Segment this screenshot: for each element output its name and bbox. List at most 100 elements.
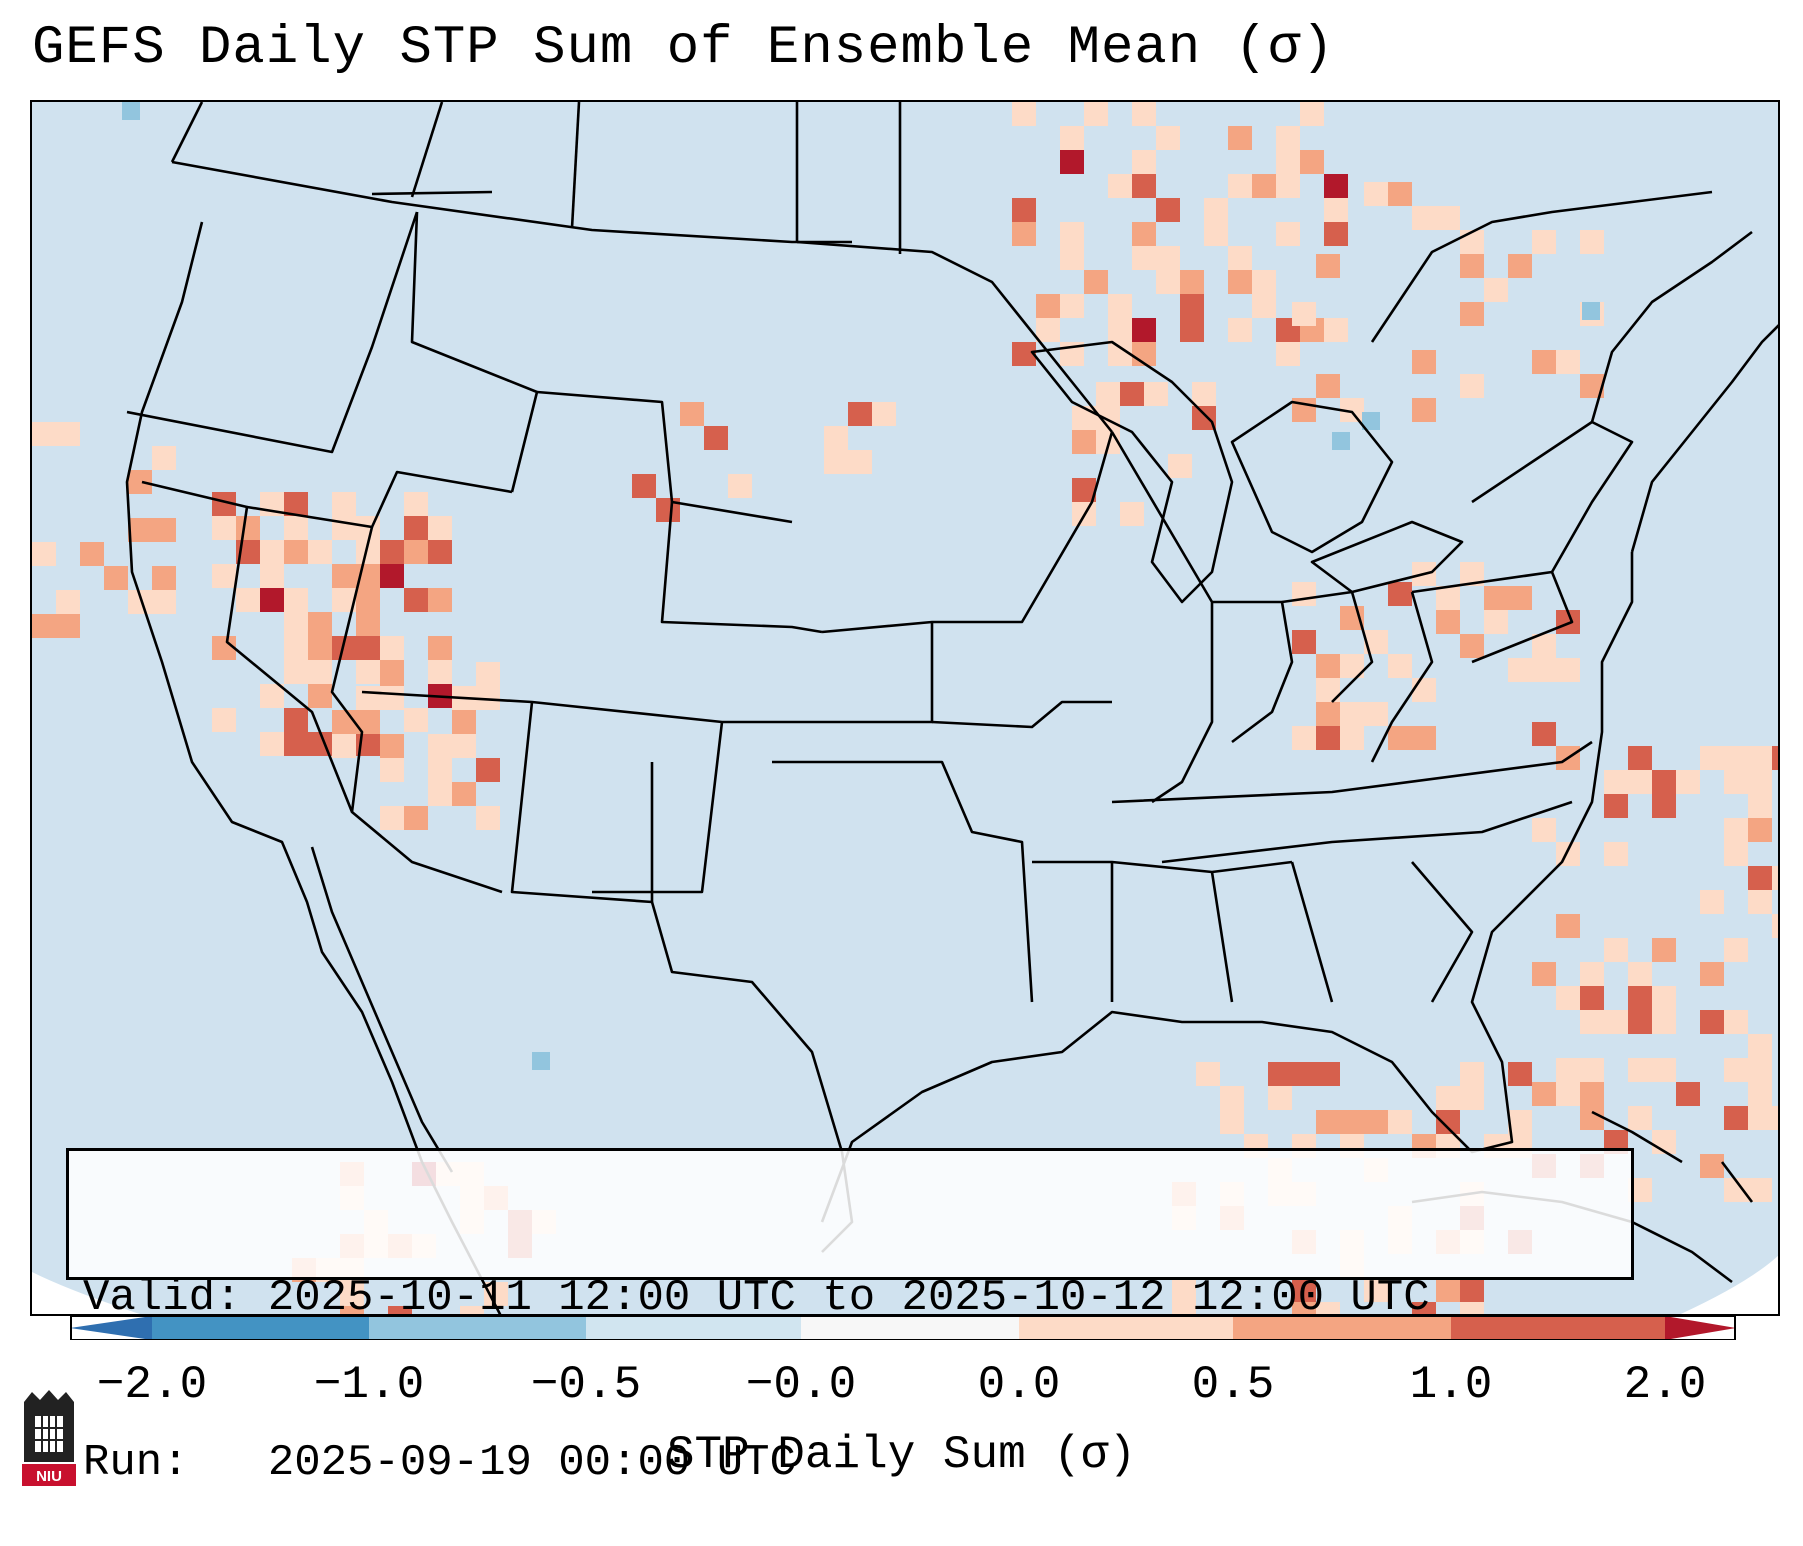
anomaly-cell (1324, 198, 1348, 222)
anomaly-cell (1292, 302, 1316, 326)
anomaly-cell (1604, 938, 1628, 962)
anomaly-cell (1036, 318, 1060, 342)
border-line-a (371, 190, 493, 196)
anomaly-cell (1412, 350, 1436, 374)
anomaly-cell (1772, 914, 1778, 938)
anomaly-cell (1556, 986, 1580, 1010)
anomaly-cell (388, 1306, 412, 1314)
anomaly-cell (1460, 254, 1484, 278)
anomaly-cell (428, 734, 452, 758)
anomaly-cell (380, 662, 404, 686)
anomaly-cell (1460, 634, 1484, 658)
ks-mo (931, 700, 1112, 729)
anomaly-cell (404, 492, 428, 516)
anomaly-cell (1724, 818, 1748, 842)
colorbar-tick-label: 0.5 (1191, 1359, 1275, 1411)
anomaly-cell (404, 708, 428, 732)
anomaly-cell (1676, 1082, 1700, 1106)
anomaly-cell (1388, 726, 1412, 750)
il-in (1212, 600, 1294, 744)
ms-al (1032, 860, 1293, 874)
anomaly-cell (1132, 318, 1156, 342)
anomaly-cell (1316, 702, 1340, 726)
anomaly-cell (332, 516, 356, 540)
logo-grid (35, 1416, 63, 1452)
anomaly-cell (1168, 454, 1192, 478)
anomaly-cell (1580, 1058, 1604, 1082)
anomaly-cell (1700, 890, 1724, 914)
anomaly-cell (1532, 962, 1556, 986)
anomaly-cell (1220, 1110, 1244, 1134)
valid-run-info-box: Valid: 2025-10-11 12:00 UTC to 2025-10-1… (66, 1148, 1634, 1488)
anomaly-cell (452, 734, 476, 758)
colorbar-tick-label: −1.0 (313, 1359, 425, 1411)
anomaly-cell (1772, 1106, 1778, 1130)
anomaly-cell (1748, 890, 1772, 914)
anomaly-cell (1300, 102, 1324, 126)
anomaly-cell (1156, 198, 1180, 222)
projection-edge-right (1680, 1255, 1778, 1314)
anomaly-cell-negative (1332, 432, 1350, 450)
anomaly-cell (428, 758, 452, 782)
anomaly-cell (1316, 1302, 1340, 1314)
anomaly-cell (1172, 1278, 1196, 1302)
anomaly-cell (1388, 1110, 1412, 1134)
anomaly-cell (380, 540, 404, 564)
colorbar-tick-label: 0.0 (977, 1359, 1061, 1411)
anomaly-cell (332, 564, 356, 588)
anomaly-cell (1364, 1278, 1388, 1302)
anomaly-cell (1628, 962, 1652, 986)
anomaly-cell (1700, 746, 1724, 770)
anomaly-cell (1412, 726, 1436, 750)
anomaly-cell (1316, 254, 1340, 278)
anomaly-cell (1060, 294, 1084, 318)
anomaly-cell (1748, 1082, 1772, 1106)
anomaly-cell (1652, 794, 1676, 818)
anomaly-cell (1316, 374, 1340, 398)
colorbar-bin (1019, 1316, 1233, 1340)
anomaly-cell (632, 474, 656, 498)
colorbar-tick-label: 1.0 (1409, 1359, 1493, 1411)
anomaly-cell (1172, 1302, 1196, 1314)
anomaly-cell (1156, 270, 1180, 294)
anomaly-cell (1676, 770, 1700, 794)
anomaly-cell (1748, 794, 1772, 818)
anomaly-cell (1508, 658, 1532, 682)
anomaly-cell (1748, 1178, 1772, 1202)
anomaly-cell (1436, 1278, 1460, 1302)
anomaly-cell (404, 540, 428, 564)
anomaly-cell (1508, 1062, 1532, 1086)
anomaly-cell (1084, 102, 1108, 126)
anomaly-cell (212, 516, 236, 540)
anomaly-cell (1652, 986, 1676, 1010)
quebec-line (1590, 230, 1753, 423)
anomaly-cell (1532, 230, 1556, 254)
anomaly-cell (1748, 746, 1772, 770)
anomaly-cell (1460, 302, 1484, 326)
anomaly-cell (1460, 374, 1484, 398)
anomaly-cell (1108, 174, 1132, 198)
colorbar (70, 1316, 1736, 1340)
anomaly-cell (1292, 726, 1316, 750)
anomaly-cell (284, 660, 308, 684)
anomaly-cell (32, 614, 56, 638)
anomaly-cell (1556, 658, 1580, 682)
oh-wv (1370, 591, 1434, 763)
anomaly-cell (1724, 938, 1748, 962)
baja-coast (310, 846, 454, 1173)
anomaly-cell (380, 734, 404, 758)
anomaly-cell (1580, 986, 1604, 1010)
anomaly-cell (1580, 1106, 1604, 1130)
colorbar-outline (70, 1316, 1736, 1340)
anomaly-cell-negative (532, 1052, 550, 1070)
anomaly-cell (1436, 206, 1460, 230)
anomaly-cell (1556, 350, 1580, 374)
anomaly-cell (1228, 270, 1252, 294)
anomaly-cell (1132, 150, 1156, 174)
anomaly-cell (1180, 294, 1204, 318)
anomaly-cell (1156, 126, 1180, 150)
anomaly-cell (1628, 746, 1652, 770)
anomaly-cell (1532, 818, 1556, 842)
anomaly-cell (1388, 182, 1412, 206)
anomaly-cell (1276, 222, 1300, 246)
